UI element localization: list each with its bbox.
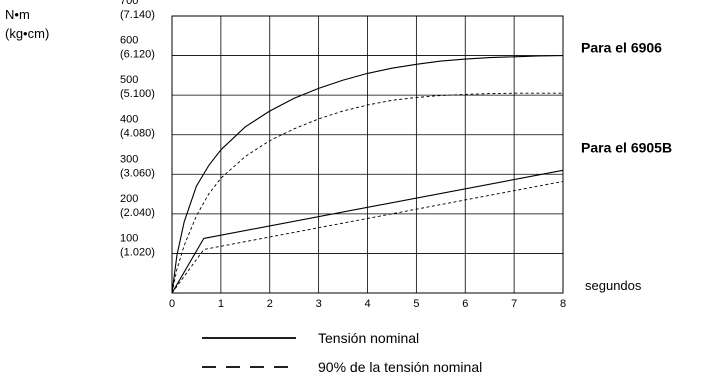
- y-tick-label-alt-500: (5.100): [120, 88, 155, 100]
- y-tick-label-300: 300: [120, 153, 138, 165]
- y-tick-label-alt-300: (3.060): [120, 167, 155, 179]
- x-axis-label: segundos: [585, 278, 642, 293]
- x-tick-label-8: 8: [560, 298, 566, 310]
- y-tick-label-100: 100: [120, 232, 138, 244]
- y-tick-label-alt-100: (1.020): [120, 246, 155, 258]
- x-tick-label-4: 4: [364, 298, 370, 310]
- y-unit-label-nm: N•m: [5, 7, 30, 22]
- series-label-6906: Para el 6906: [581, 40, 662, 56]
- y-tick-label-alt-700: (7.140): [120, 9, 155, 21]
- x-tick-label-5: 5: [413, 298, 419, 310]
- legend: Tensión nominal 90% de la tensión nomina…: [202, 330, 482, 375]
- x-tick-labels: 0 1 2 3 4 5 6 7 8: [169, 298, 566, 310]
- x-tick-label-0: 0: [169, 298, 175, 310]
- x-tick-label-2: 2: [267, 298, 273, 310]
- x-tick-label-3: 3: [316, 298, 322, 310]
- y-tick-label-alt-400: (4.080): [120, 128, 155, 140]
- plot-frame: [171, 15, 564, 294]
- y-unit-label-kgcm: (kg•cm): [5, 26, 49, 41]
- series-line-6906-solid: [171, 55, 564, 294]
- y-tick-label-200: 200: [120, 193, 138, 205]
- x-tick-label-6: 6: [462, 298, 468, 310]
- plot-axes: [171, 15, 564, 294]
- y-tick-label-700: 700: [120, 0, 138, 7]
- legend-label-solid: Tensión nominal: [318, 330, 419, 346]
- y-tick-label-500: 500: [120, 74, 138, 86]
- series-line-6905b-dashed: [171, 180, 564, 294]
- legend-label-dashed: 90% de la tensión nominal: [318, 359, 482, 375]
- x-tick-label-7: 7: [511, 298, 517, 310]
- series-label-6905b: Para el 6905B: [581, 139, 672, 155]
- series-line-6906-dashed: [171, 92, 563, 294]
- y-tick-label-alt-200: (2.040): [120, 207, 155, 219]
- y-tick-label-400: 400: [120, 114, 138, 126]
- x-tick-label-1: 1: [218, 298, 224, 310]
- series-line-6905b-solid: [171, 169, 564, 294]
- y-tick-labels: 100 (1.020) 200 (2.040) 300 (3.060) 400 (4.080)…: [120, 0, 155, 258]
- y-tick-label-600: 600: [120, 35, 138, 47]
- series-lines: [171, 55, 564, 294]
- y-tick-label-alt-600: (6.120): [120, 49, 155, 61]
